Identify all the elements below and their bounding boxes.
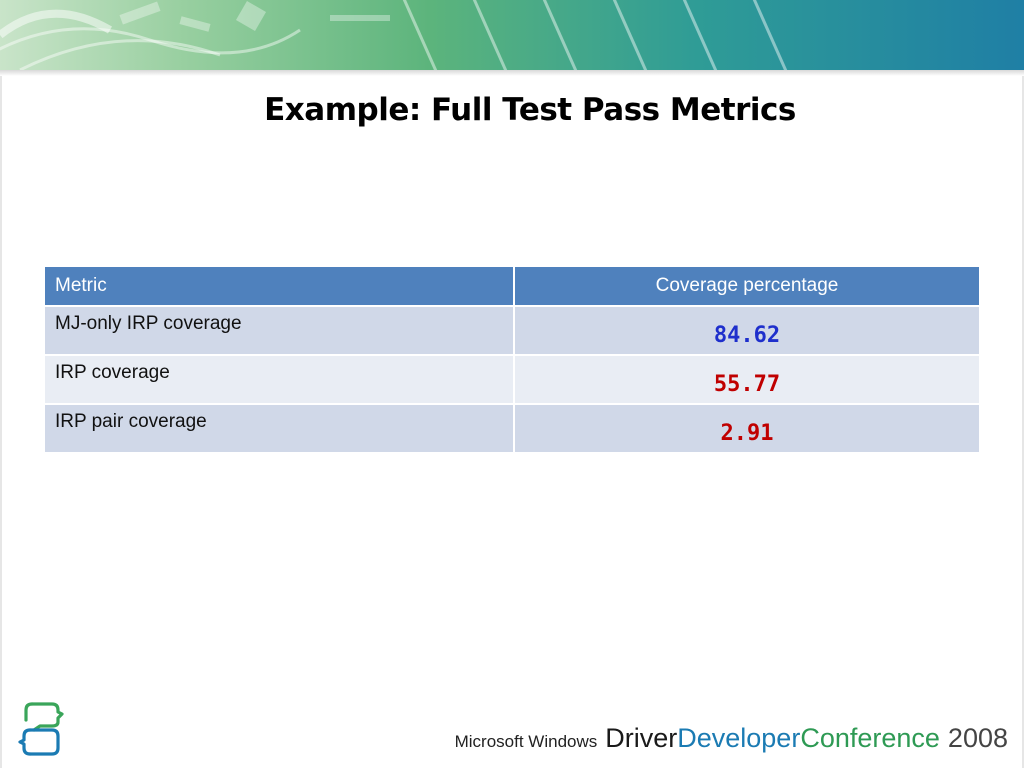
table-row: MJ-only IRP coverage 84.62 bbox=[43, 305, 981, 356]
page-title: Example: Full Test Pass Metrics bbox=[264, 92, 796, 128]
coverage-value: 2.91 bbox=[513, 403, 981, 454]
metric-cell: MJ-only IRP coverage bbox=[43, 305, 515, 356]
column-header-coverage: Coverage percentage bbox=[513, 265, 981, 307]
banner-shadow bbox=[0, 70, 1024, 76]
table-row: IRP coverage 55.77 bbox=[43, 354, 981, 405]
conference-heads-logo-icon bbox=[18, 702, 64, 756]
coverage-value: 55.77 bbox=[513, 354, 981, 405]
column-header-metric: Metric bbox=[43, 265, 515, 307]
footer-word-developer: Developer bbox=[677, 723, 801, 753]
footer-brand-small: Microsoft Windows bbox=[454, 732, 598, 751]
table-row: IRP pair coverage 2.91 bbox=[43, 403, 981, 454]
footer-word-driver: Driver bbox=[605, 723, 678, 753]
footer-year: 2008 bbox=[947, 723, 1008, 753]
table-header-row: Metric Coverage percentage bbox=[43, 265, 981, 307]
footer-word-conference: Conference bbox=[800, 723, 940, 753]
header-banner bbox=[0, 0, 1024, 70]
banner-decoration-icon bbox=[0, 0, 788, 70]
metrics-table: Metric Coverage percentage MJ-only IRP c… bbox=[43, 265, 981, 454]
metric-cell: IRP coverage bbox=[43, 354, 515, 405]
slide-edge-left bbox=[0, 76, 2, 768]
slide-edge-right bbox=[1022, 76, 1024, 768]
conference-footer: Microsoft Windows Driver Developer Confe… bbox=[455, 723, 1008, 754]
metric-cell: IRP pair coverage bbox=[43, 403, 515, 454]
coverage-value: 84.62 bbox=[513, 305, 981, 356]
